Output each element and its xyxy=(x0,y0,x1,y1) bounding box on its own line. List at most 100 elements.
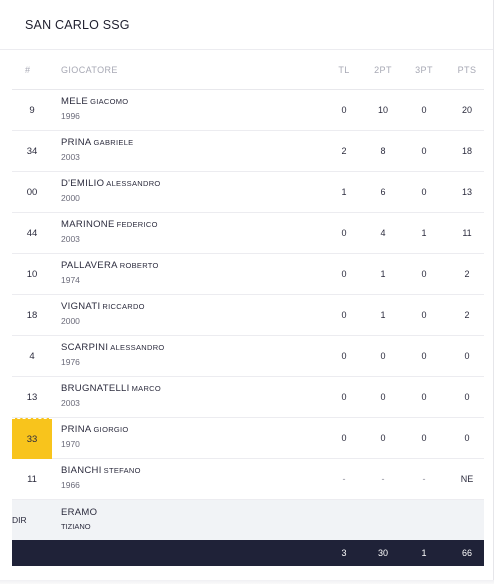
stat-2pt: 0 xyxy=(380,392,386,402)
player-last-name[interactable]: BIANCHI xyxy=(61,465,102,476)
table-row: 00 D'EMILIO ALESSANDRO 2000 1 6 0 13 xyxy=(12,172,484,213)
player-number: 13 xyxy=(26,391,38,403)
column-number: # xyxy=(25,65,31,75)
player-birth-year: 1996 xyxy=(61,111,80,121)
stat-tl: 0 xyxy=(341,269,347,279)
player-number: 9 xyxy=(29,104,35,116)
stat-2pt: 10 xyxy=(377,105,388,115)
table-row: 9 MELE GIACOMO 1996 0 10 0 20 xyxy=(12,90,484,131)
player-name-block: D'EMILIO ALESSANDRO 2000 xyxy=(61,172,261,212)
table-row: 13 BRUGNATELLI MARCO 2003 0 0 0 0 xyxy=(12,377,484,418)
card-bottom-edge xyxy=(0,580,494,584)
stat-pts: NE xyxy=(460,474,474,484)
player-last-name[interactable]: VIGNATI xyxy=(61,301,101,312)
player-birth-year: 2003 xyxy=(61,234,80,244)
stat-2pt: 0 xyxy=(380,351,386,361)
player-birth-year: 2003 xyxy=(61,152,80,162)
player-last-name[interactable]: SCARPINI xyxy=(61,342,109,353)
stat-tl: 0 xyxy=(341,392,347,402)
stat-2pt: 0 xyxy=(380,433,386,443)
stat-tl: 0 xyxy=(341,310,347,320)
coach-last-name[interactable]: ERAMO xyxy=(61,507,98,518)
player-number: 00 xyxy=(26,186,38,198)
player-number: 10 xyxy=(26,268,38,280)
player-birth-year: 1974 xyxy=(61,275,80,285)
player-first-name[interactable]: GABRIELE xyxy=(93,138,134,147)
coach-first-name: TIZIANO xyxy=(61,522,91,531)
player-name-block: SCARPINI ALESSANDRO 1976 xyxy=(61,336,261,376)
table-row: 34 PRINA GABRIELE 2003 2 8 0 18 xyxy=(12,131,484,172)
player-name-block: BIANCHI STEFANO 1966 xyxy=(61,459,261,499)
stat-pts: 11 xyxy=(462,228,472,238)
player-name-block: MELE GIACOMO 1996 xyxy=(61,90,261,130)
stat-pts: 2 xyxy=(464,269,470,279)
player-number: 44 xyxy=(26,227,38,239)
player-first-name[interactable]: GIACOMO xyxy=(90,97,129,106)
stat-tl: - xyxy=(342,474,346,484)
player-first-name[interactable]: RICCARDO xyxy=(102,302,145,311)
column-player: GIOCATORE xyxy=(61,65,118,75)
total-2pt: 30 xyxy=(377,548,388,558)
player-last-name[interactable]: MELE xyxy=(61,96,89,107)
stat-2pt: 1 xyxy=(380,269,386,279)
player-last-name[interactable]: BRUGNATELLI xyxy=(61,383,130,394)
stat-3pt: 0 xyxy=(421,105,427,115)
coach-row: DIR ERAMO TIZIANO xyxy=(12,500,484,540)
stat-3pt: 0 xyxy=(421,187,427,197)
table-row: 44 MARINONE FEDERICO 2003 0 4 1 11 xyxy=(12,213,484,254)
stat-pts: 18 xyxy=(461,146,472,156)
stat-2pt: 6 xyxy=(380,187,386,197)
stat-pts: 0 xyxy=(464,392,470,402)
player-first-name[interactable]: STEFANO xyxy=(103,466,141,475)
stat-pts: 0 xyxy=(464,433,470,443)
player-birth-year: 2003 xyxy=(61,398,80,408)
player-birth-year: 2000 xyxy=(61,316,80,326)
totals-row: 3 30 1 66 xyxy=(12,540,484,566)
player-name-block: VIGNATI RICCARDO 2000 xyxy=(61,295,261,335)
player-last-name[interactable]: MARINONE xyxy=(61,219,115,230)
player-last-name[interactable]: D'EMILIO xyxy=(61,178,105,189)
stat-3pt: 0 xyxy=(421,392,427,402)
player-birth-year: 2000 xyxy=(61,193,80,203)
player-birth-year: 1976 xyxy=(61,357,80,367)
player-first-name[interactable]: FEDERICO xyxy=(116,220,158,229)
player-birth-year: 1970 xyxy=(61,439,80,449)
player-first-name[interactable]: ALESSANDRO xyxy=(110,343,165,352)
player-last-name[interactable]: PRINA xyxy=(61,137,92,148)
player-name-block: BRUGNATELLI MARCO 2003 xyxy=(61,377,261,417)
player-last-name[interactable]: PRINA xyxy=(61,424,92,435)
stat-pts: 2 xyxy=(464,310,470,320)
stat-pts: 13 xyxy=(461,187,472,197)
total-3pt: 1 xyxy=(421,548,427,558)
table-row: 18 VIGNATI RICCARDO 2000 0 1 0 2 xyxy=(12,295,484,336)
stat-3pt: 0 xyxy=(421,146,427,156)
player-birth-year: 1966 xyxy=(61,480,80,490)
stat-tl: 0 xyxy=(341,228,347,238)
stat-pts: 0 xyxy=(464,351,470,361)
team-name: SAN CARLO SSG xyxy=(25,17,130,32)
player-first-name[interactable]: ALESSANDRO xyxy=(106,179,161,188)
total-pts: 66 xyxy=(461,548,472,558)
stat-3pt: 0 xyxy=(421,269,427,279)
player-number: 34 xyxy=(26,145,38,157)
player-first-name[interactable]: GIORGIO xyxy=(93,425,129,434)
player-name-block: PRINA GABRIELE 2003 xyxy=(61,131,261,171)
table-row: 33 PRINA GIORGIO 1970 0 0 0 0 xyxy=(12,418,484,459)
player-number: 11 xyxy=(27,473,37,485)
player-first-name[interactable]: ROBERTO xyxy=(119,261,159,270)
player-number: 33 xyxy=(12,418,52,459)
player-name-block: MARINONE FEDERICO 2003 xyxy=(61,213,261,253)
stat-3pt: 0 xyxy=(421,351,427,361)
player-last-name[interactable]: PALLAVERA xyxy=(61,260,118,271)
stat-tl: 0 xyxy=(341,433,347,443)
team-header: SAN CARLO SSG xyxy=(0,0,493,50)
table-row: 10 PALLAVERA ROBERTO 1974 0 1 0 2 xyxy=(12,254,484,295)
player-first-name[interactable]: MARCO xyxy=(131,384,162,393)
column-tl: TL xyxy=(338,65,350,75)
stat-3pt: - xyxy=(422,474,426,484)
table-row: 11 BIANCHI STEFANO 1966 - - - NE xyxy=(12,459,484,500)
stat-tl: 2 xyxy=(341,146,347,156)
total-tl: 3 xyxy=(341,548,347,558)
player-name-block: PRINA GIORGIO 1970 xyxy=(61,418,261,458)
